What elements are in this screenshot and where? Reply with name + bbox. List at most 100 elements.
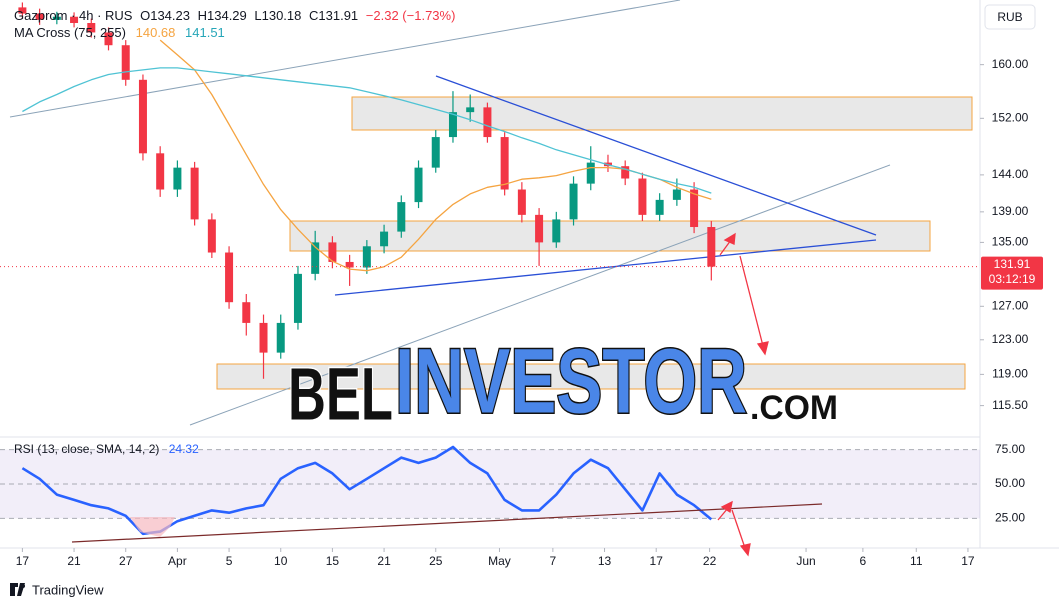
y-tick-label: 123.00 bbox=[992, 332, 1029, 346]
candle-body bbox=[207, 219, 216, 253]
candle-body bbox=[431, 137, 440, 168]
x-tick-label: 27 bbox=[119, 554, 133, 568]
y-tick-label: 25.00 bbox=[995, 511, 1025, 525]
change: −2.32 (−1.73%) bbox=[366, 8, 456, 23]
y-tick-label: 127.00 bbox=[992, 298, 1029, 312]
ma-slow-value: 141.51 bbox=[185, 25, 225, 40]
candle-body bbox=[242, 302, 251, 323]
candle-body bbox=[672, 189, 681, 200]
candle-body bbox=[483, 107, 492, 138]
y-tick-label: 152.00 bbox=[992, 110, 1029, 124]
moving-average bbox=[159, 39, 712, 272]
ma-fast-value: 140.68 bbox=[136, 25, 176, 40]
y-tick-label: 115.50 bbox=[992, 398, 1028, 412]
rsi-band bbox=[0, 449, 980, 519]
high: H134.29 bbox=[198, 8, 247, 23]
y-tick-label: 75.00 bbox=[995, 442, 1025, 456]
x-tick-label: Apr bbox=[168, 554, 187, 568]
candle-body bbox=[655, 199, 664, 215]
last-price-tag bbox=[981, 256, 1043, 290]
candle-body bbox=[707, 227, 716, 267]
candle-body bbox=[586, 162, 595, 184]
candle-body bbox=[517, 189, 526, 215]
close: C131.91 bbox=[309, 8, 358, 23]
moving-average bbox=[22, 67, 712, 194]
candle-body bbox=[276, 322, 285, 353]
oversold-fill bbox=[130, 517, 175, 537]
rsi-legend: RSI (13, close, SMA, 14, 2) 24.32 bbox=[14, 442, 199, 456]
y-tick-label: 119.00 bbox=[992, 367, 1028, 381]
x-tick-label: 13 bbox=[598, 554, 612, 568]
candle-body bbox=[466, 107, 475, 113]
channel-line bbox=[9, 0, 681, 118]
x-tick-label: 10 bbox=[274, 554, 288, 568]
y-tick-label: 139.00 bbox=[992, 204, 1029, 218]
candle-body bbox=[569, 183, 578, 220]
x-tick-label: 11 bbox=[910, 554, 923, 568]
currency-box[interactable] bbox=[984, 4, 1036, 30]
rsi-value: 24.32 bbox=[169, 442, 199, 456]
brand: TradingView bbox=[32, 582, 104, 597]
symbol: Gazprom · 4h · RUS bbox=[14, 8, 133, 23]
x-tick-label: May bbox=[488, 554, 511, 568]
arrows bbox=[719, 232, 769, 356]
trend-line bbox=[435, 75, 877, 236]
open: O134.23 bbox=[140, 8, 190, 23]
candle-body bbox=[293, 273, 302, 323]
candle-body bbox=[535, 214, 544, 243]
rsi-arrows bbox=[717, 500, 751, 557]
candle-body bbox=[362, 246, 371, 268]
candle-body bbox=[70, 16, 79, 23]
candle-body bbox=[690, 189, 699, 228]
candle-body bbox=[190, 167, 199, 220]
candle-body bbox=[18, 7, 27, 14]
x-tick-label: 17 bbox=[16, 554, 30, 568]
candle-body bbox=[259, 322, 268, 353]
legend-header: Gazprom · 4h · RUS O134.23 H134.29 L130.… bbox=[14, 8, 455, 23]
x-tick-label: 6 bbox=[860, 554, 867, 568]
indicator-name: MA Cross (75, 255) bbox=[14, 25, 126, 40]
watermark-investor: INVESTOR bbox=[395, 330, 747, 432]
channel-line bbox=[189, 164, 891, 426]
candle-body bbox=[380, 231, 389, 247]
candle-body bbox=[156, 153, 165, 190]
x-tick-label: 5 bbox=[226, 554, 233, 568]
candle-body bbox=[552, 219, 561, 243]
trend-line bbox=[334, 239, 877, 296]
last-price: 131.91 bbox=[994, 257, 1031, 271]
y-tick-label: 144.00 bbox=[992, 167, 1029, 181]
candle-body bbox=[138, 79, 147, 154]
candle-body bbox=[87, 22, 96, 33]
candle-body bbox=[173, 167, 182, 190]
candle-body bbox=[621, 166, 630, 179]
x-tick-label: 17 bbox=[650, 554, 664, 568]
indicator-legend: MA Cross (75, 255) 140.68 141.51 bbox=[14, 25, 225, 40]
y-tick-label: 50.00 bbox=[995, 476, 1025, 490]
low: L130.18 bbox=[254, 8, 301, 23]
candle-body bbox=[35, 13, 44, 20]
candle-body bbox=[397, 202, 406, 232]
x-tick-label: 22 bbox=[703, 554, 717, 568]
candle-body bbox=[345, 261, 354, 268]
candle-body bbox=[52, 16, 61, 20]
rsi-title: RSI (13, close, SMA, 14, 2) bbox=[14, 442, 159, 456]
countdown: 03:12:19 bbox=[989, 272, 1036, 286]
x-tick-label: 7 bbox=[550, 554, 557, 568]
candle-body bbox=[638, 178, 647, 215]
watermark-bel: BEL bbox=[288, 353, 393, 436]
currency[interactable]: RUB bbox=[997, 10, 1022, 24]
candle-body bbox=[448, 112, 457, 138]
candle-body bbox=[121, 45, 130, 80]
x-tick-label: 21 bbox=[67, 554, 81, 568]
watermark-com: .COM bbox=[750, 389, 838, 427]
x-tick-label: 25 bbox=[429, 554, 443, 568]
x-tick-label: 17 bbox=[961, 554, 975, 568]
x-tick-label: Jun bbox=[796, 554, 815, 568]
x-tick-label: 21 bbox=[377, 554, 391, 568]
candle-body bbox=[500, 137, 509, 190]
y-tick-label: 160.00 bbox=[992, 57, 1029, 71]
y-tick-label: 135.00 bbox=[992, 235, 1029, 249]
rsi-trend-line bbox=[71, 503, 823, 543]
candle-body bbox=[414, 167, 423, 203]
